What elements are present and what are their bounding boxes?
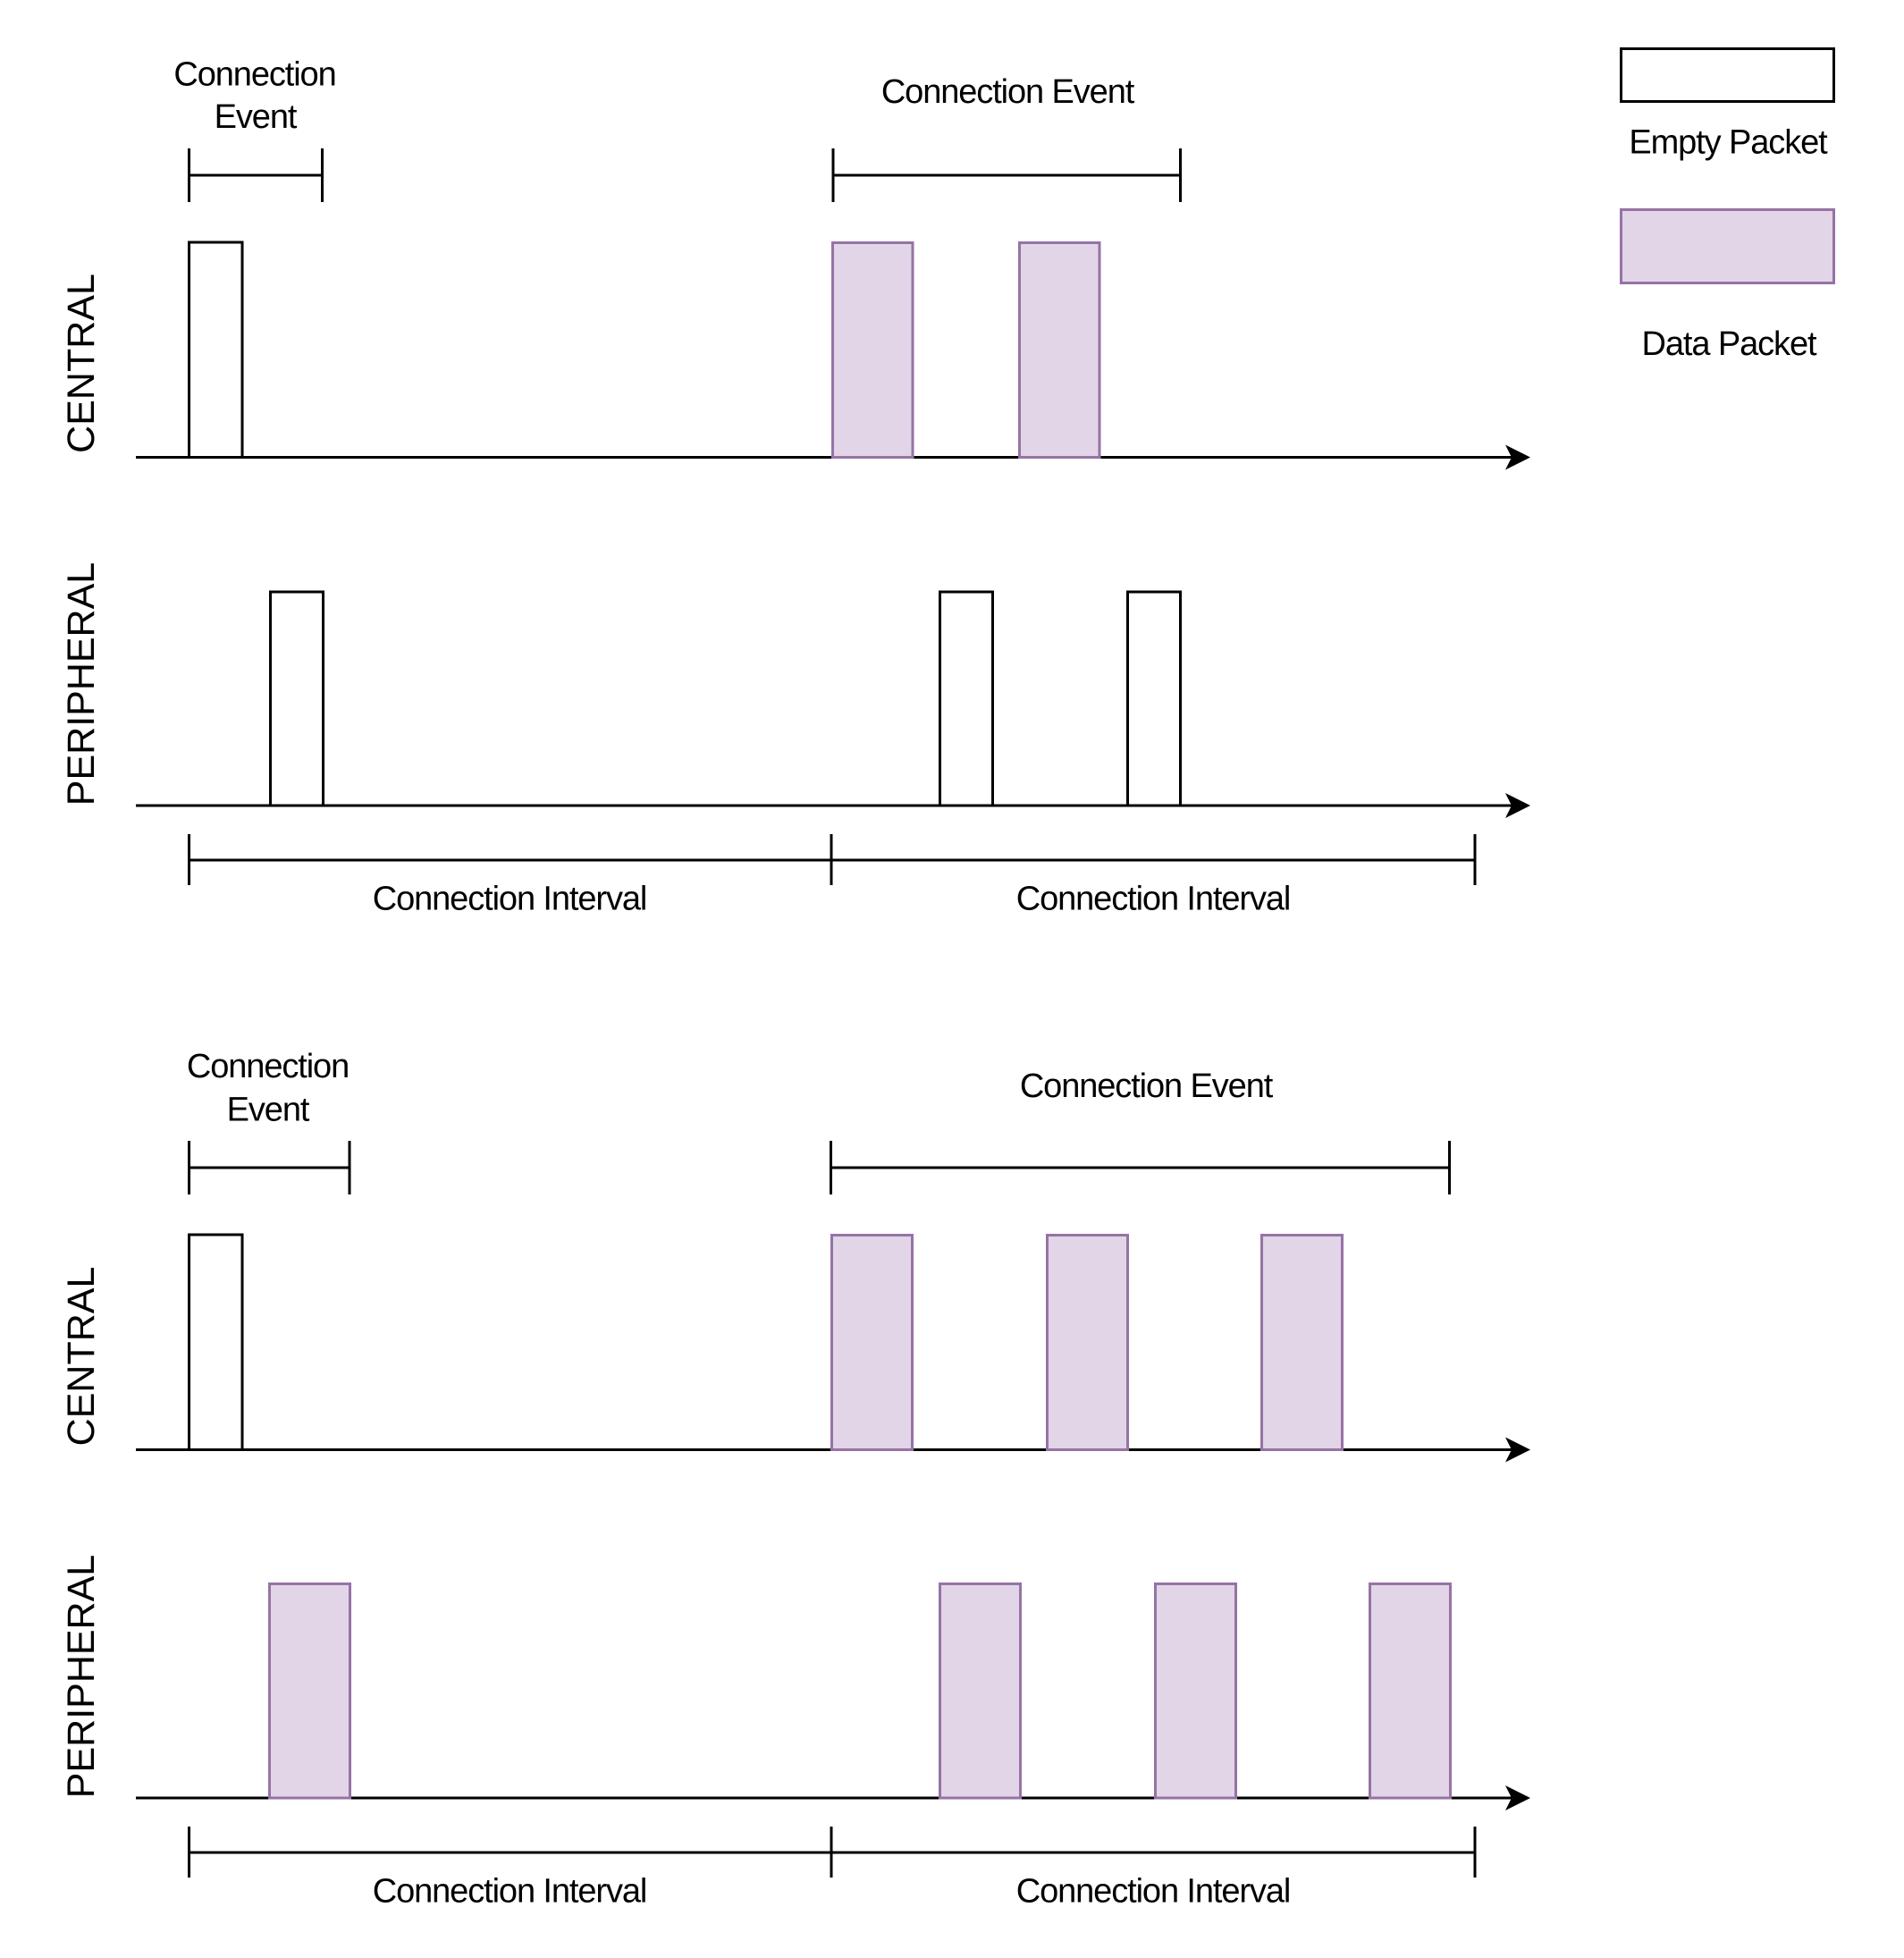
svg-text:Connection: Connection xyxy=(187,1048,349,1085)
svg-text:Connection Interval: Connection Interval xyxy=(373,881,647,918)
svg-text:Connection Event: Connection Event xyxy=(1020,1068,1274,1105)
svg-text:CENTRAL: CENTRAL xyxy=(60,1267,103,1447)
svg-text:Event: Event xyxy=(215,98,298,136)
svg-text:Data Packet: Data Packet xyxy=(1642,325,1817,363)
svg-text:PERIPHERAL: PERIPHERAL xyxy=(60,562,103,806)
svg-text:Event: Event xyxy=(227,1092,310,1129)
svg-text:Connection Interval: Connection Interval xyxy=(1016,881,1291,918)
svg-text:Connection Event: Connection Event xyxy=(881,73,1135,111)
svg-text:Connection Interval: Connection Interval xyxy=(1016,1873,1291,1911)
svg-text:Connection Interval: Connection Interval xyxy=(373,1873,647,1911)
svg-text:Connection: Connection xyxy=(173,56,335,94)
svg-text:PERIPHERAL: PERIPHERAL xyxy=(60,1555,103,1798)
svg-text:Empty Packet: Empty Packet xyxy=(1629,124,1828,162)
svg-text:CENTRAL: CENTRAL xyxy=(60,274,103,453)
